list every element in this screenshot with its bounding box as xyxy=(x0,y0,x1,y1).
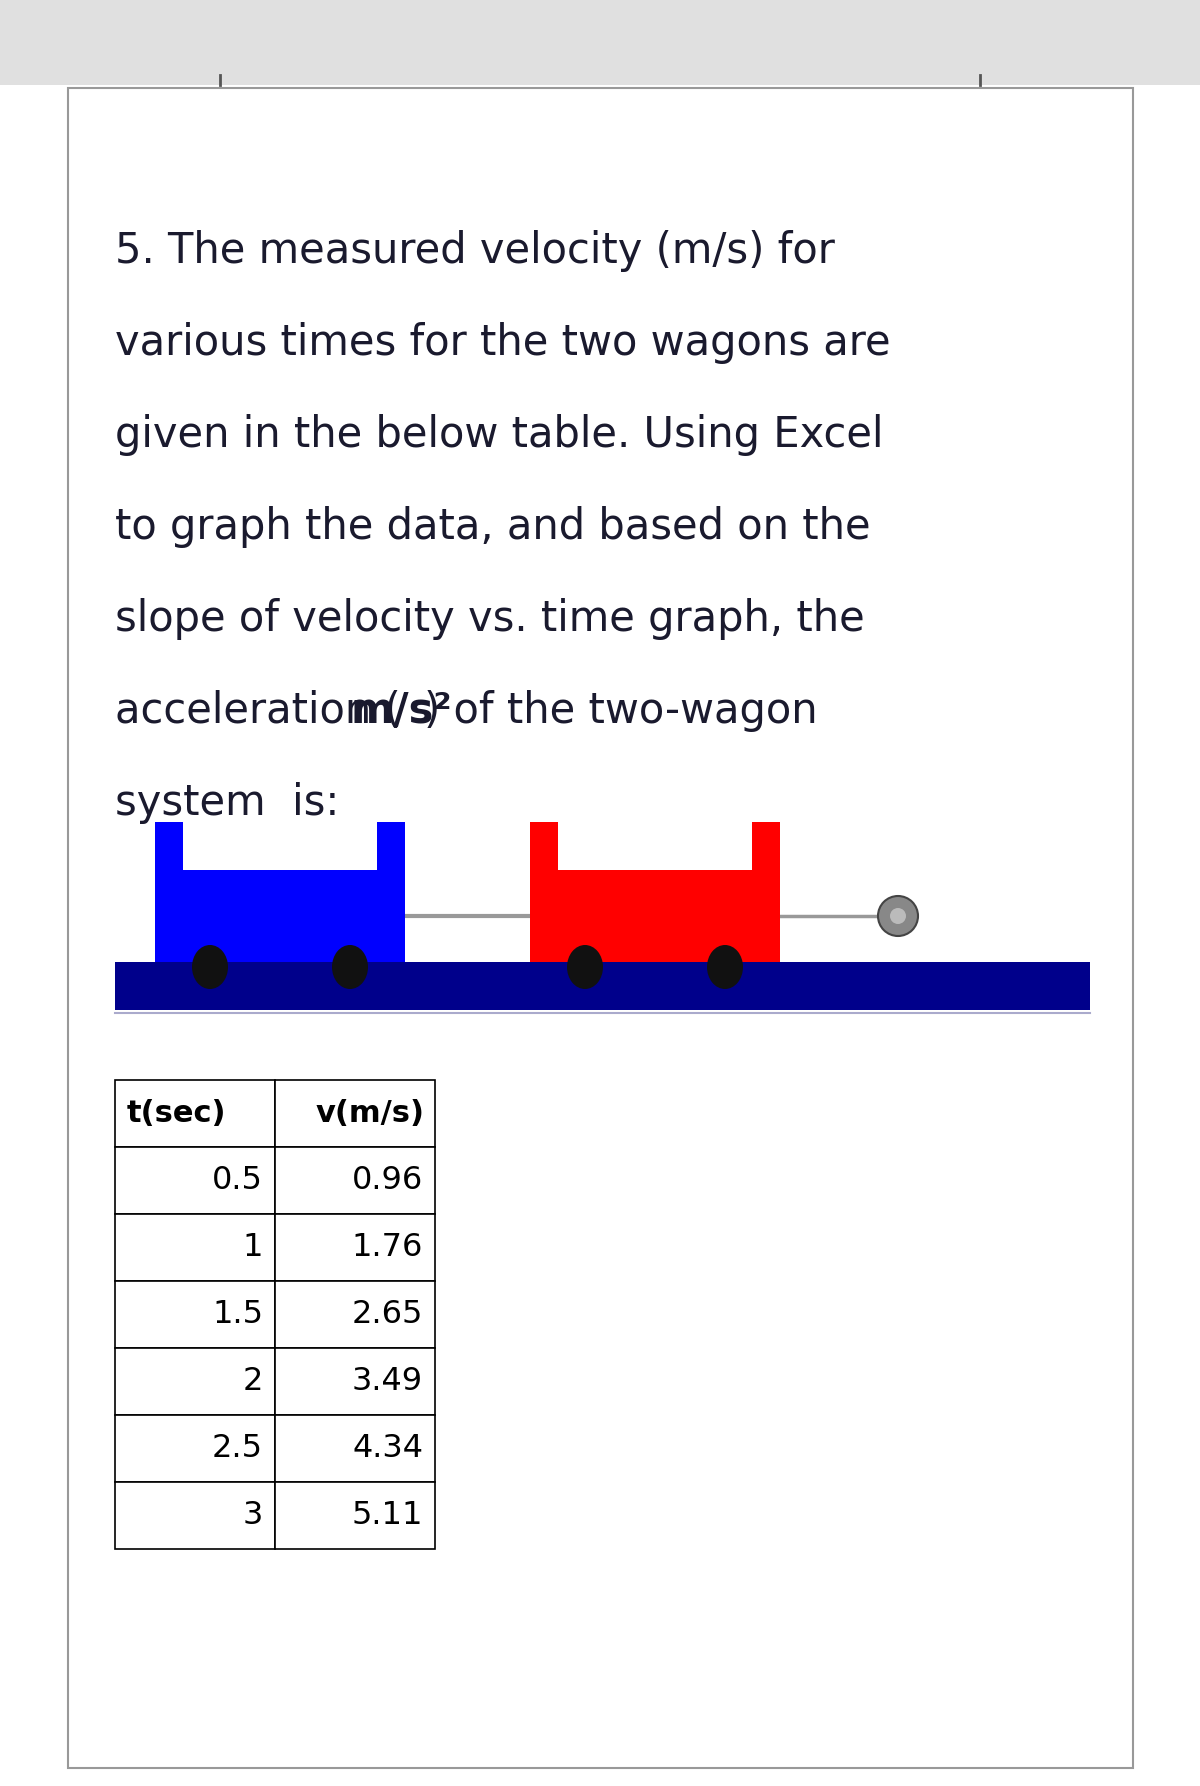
Bar xyxy=(115,1348,275,1415)
Bar xyxy=(115,1482,275,1548)
Bar xyxy=(115,1281,275,1348)
Bar xyxy=(275,1147,436,1214)
Bar xyxy=(115,1214,275,1281)
Text: m/s²: m/s² xyxy=(350,689,452,732)
Text: acceleration (: acceleration ( xyxy=(115,689,401,732)
Text: 0.96: 0.96 xyxy=(352,1164,424,1197)
Ellipse shape xyxy=(332,945,368,989)
Bar xyxy=(115,1081,275,1147)
Bar xyxy=(530,822,558,870)
Ellipse shape xyxy=(707,945,743,989)
Bar xyxy=(275,1081,436,1147)
Bar xyxy=(752,822,780,870)
Text: 1: 1 xyxy=(242,1232,263,1263)
Bar xyxy=(377,822,406,870)
Text: 5.11: 5.11 xyxy=(352,1500,424,1531)
Text: v(m/s): v(m/s) xyxy=(316,1098,425,1127)
Bar xyxy=(275,1348,436,1415)
Bar xyxy=(155,870,406,963)
Text: 2.5: 2.5 xyxy=(212,1432,263,1465)
Text: 2.65: 2.65 xyxy=(352,1298,424,1331)
Bar xyxy=(155,822,182,870)
Text: 5. The measured velocity (m/s) for: 5. The measured velocity (m/s) for xyxy=(115,230,835,271)
Text: various times for the two wagons are: various times for the two wagons are xyxy=(115,321,890,364)
Text: 1.76: 1.76 xyxy=(352,1232,424,1263)
Text: 2: 2 xyxy=(242,1366,263,1397)
Bar xyxy=(275,1415,436,1482)
Text: 3.49: 3.49 xyxy=(352,1366,424,1397)
Text: system  is:: system is: xyxy=(115,782,340,823)
Text: given in the below table. Using Excel: given in the below table. Using Excel xyxy=(115,414,883,455)
Text: 3: 3 xyxy=(242,1500,263,1531)
Text: 0.5: 0.5 xyxy=(212,1164,263,1197)
Bar xyxy=(68,88,1133,1768)
Ellipse shape xyxy=(568,945,604,989)
Bar xyxy=(115,963,1090,1011)
Bar xyxy=(530,870,780,963)
Circle shape xyxy=(878,897,918,936)
Bar xyxy=(275,1482,436,1548)
Text: slope of velocity vs. time graph, the: slope of velocity vs. time graph, the xyxy=(115,598,865,639)
Ellipse shape xyxy=(192,945,228,989)
Text: 1.5: 1.5 xyxy=(212,1298,263,1331)
Text: t(sec): t(sec) xyxy=(127,1098,227,1129)
Bar xyxy=(275,1281,436,1348)
Text: to graph the data, and based on the: to graph the data, and based on the xyxy=(115,505,871,548)
Bar xyxy=(0,0,1200,86)
Circle shape xyxy=(890,907,906,923)
Text: 4.34: 4.34 xyxy=(352,1432,424,1465)
Bar xyxy=(275,1214,436,1281)
Bar xyxy=(115,1415,275,1482)
Text: ) of the two-wagon: ) of the two-wagon xyxy=(424,689,817,732)
Bar xyxy=(115,1147,275,1214)
